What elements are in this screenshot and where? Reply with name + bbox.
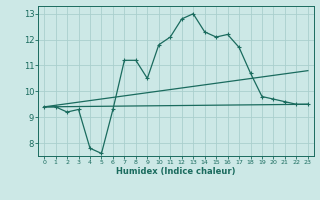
X-axis label: Humidex (Indice chaleur): Humidex (Indice chaleur) bbox=[116, 167, 236, 176]
